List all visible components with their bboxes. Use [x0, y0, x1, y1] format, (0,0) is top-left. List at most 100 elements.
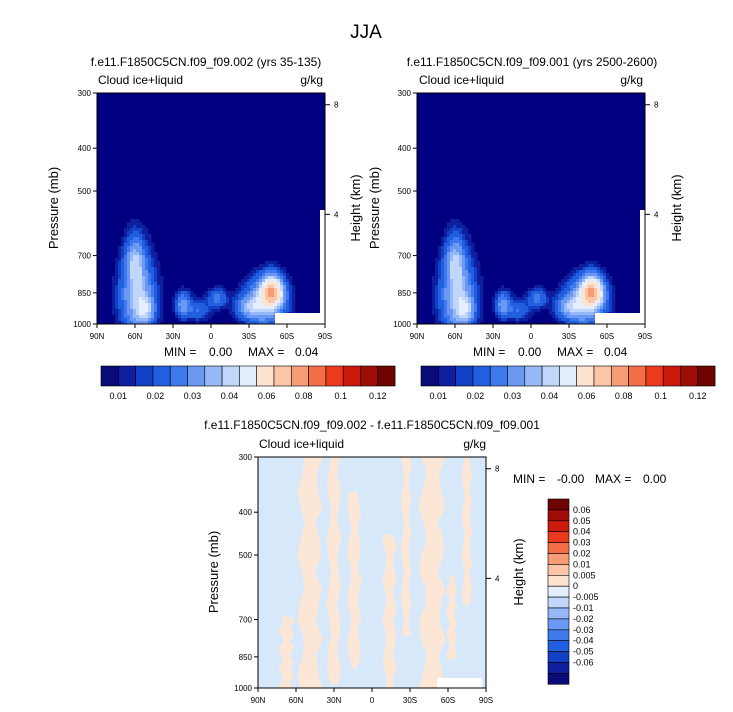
- panel-2-min-value: 0.00: [518, 345, 542, 359]
- contour-cell: [501, 285, 505, 289]
- contour-cell: [130, 303, 134, 307]
- contour-cell: [274, 261, 278, 265]
- contour-cell: [462, 282, 466, 286]
- contour-cell: [151, 249, 155, 253]
- contour-cell: [142, 267, 146, 271]
- contour-cell: [450, 228, 454, 232]
- contour-cell: [441, 294, 445, 298]
- panel-2-max-value: 0.04: [604, 345, 628, 359]
- x-tick-label: 30S: [562, 332, 576, 341]
- contour-cell: [268, 303, 272, 307]
- contour-cell: [519, 300, 523, 304]
- contour-cell: [121, 309, 125, 313]
- contour-cell: [504, 288, 508, 292]
- contour-cell: [136, 252, 140, 256]
- contour-cell: [435, 291, 439, 295]
- contour-cell: [564, 318, 568, 322]
- contour-cell: [456, 285, 460, 289]
- y-tick-label: 850: [239, 653, 253, 662]
- contour-cell: [531, 303, 535, 307]
- contour-cell: [148, 267, 152, 271]
- contour-cell: [435, 258, 439, 262]
- contour-cell: [133, 243, 137, 247]
- contour-cell: [136, 264, 140, 268]
- contour-cell: [600, 273, 604, 277]
- contour-cell: [214, 291, 218, 295]
- contour-cell: [453, 246, 457, 250]
- colorbar-swatch: [697, 365, 716, 387]
- contour-cell: [154, 312, 158, 316]
- contour-cell: [136, 243, 140, 247]
- contour-cell: [265, 273, 269, 277]
- contour-cell: [238, 291, 242, 295]
- contour-cell: [465, 273, 469, 277]
- contour-cell: [130, 309, 134, 313]
- contour-cell: [444, 264, 448, 268]
- contour-cell: [435, 273, 439, 277]
- contour-cell: [259, 273, 263, 277]
- contour-cell: [567, 282, 571, 286]
- contour-cell: [561, 297, 565, 301]
- contour-cell: [570, 318, 574, 322]
- contour-cell: [591, 267, 595, 271]
- contour-cell: [597, 303, 601, 307]
- contour-cell: [157, 312, 161, 316]
- contour-cell: [127, 246, 131, 250]
- panel-2-variable-label: Cloud ice+liquid: [419, 73, 504, 87]
- contour-cell: [256, 273, 260, 277]
- contour-cell: [576, 300, 580, 304]
- colorbar-tick-label: 0.02: [467, 391, 485, 401]
- contour-cell: [256, 321, 260, 325]
- contour-cell: [606, 273, 610, 277]
- contour-cell: [435, 264, 439, 268]
- contour-cell: [594, 294, 598, 298]
- contour-cell: [124, 309, 128, 313]
- contour-cell: [250, 312, 254, 316]
- colorbar-swatch: [610, 365, 629, 387]
- contour-cell: [585, 306, 589, 310]
- contour-cell: [447, 237, 451, 241]
- contour-cell: [214, 288, 218, 292]
- contour-cell: [115, 306, 119, 310]
- contour-cell: [217, 306, 221, 310]
- colorbar-tick-label: 0.08: [295, 391, 313, 401]
- contour-cell: [133, 267, 137, 271]
- contour-cell: [274, 276, 278, 280]
- colorbar-swatch: [547, 607, 570, 620]
- contour-cell: [271, 303, 275, 307]
- contour-cell: [235, 315, 239, 319]
- contour-cell: [133, 252, 137, 256]
- colorbar-tick-label: 0.005: [573, 570, 596, 580]
- contour-cell: [591, 261, 595, 265]
- contour-cell: [121, 318, 125, 322]
- contour-cell: [537, 285, 541, 289]
- contour-cell: [585, 312, 589, 316]
- contour-cell: [124, 300, 128, 304]
- contour-cell: [453, 267, 457, 271]
- y-tick-label: 400: [239, 508, 253, 517]
- contour-cell: [190, 297, 194, 301]
- contour-cell: [588, 273, 592, 277]
- contour-cell: [148, 318, 152, 322]
- contour-cell: [292, 291, 296, 295]
- contour-cell: [118, 321, 122, 325]
- contour-cell: [148, 291, 152, 295]
- contour-cell: [477, 306, 481, 310]
- contour-cell: [606, 291, 610, 295]
- contour-cell: [585, 315, 589, 319]
- contour-cell: [145, 300, 149, 304]
- contour-cell: [570, 297, 574, 301]
- contour-cell: [603, 273, 607, 277]
- contour-cell: [594, 270, 598, 274]
- contour-cell: [531, 300, 535, 304]
- contour-cell: [456, 234, 460, 238]
- contour-cell: [498, 303, 502, 307]
- contour-cell: [546, 291, 550, 295]
- contour-cell: [459, 252, 463, 256]
- contour-cell: [522, 303, 526, 307]
- contour-cell: [124, 297, 128, 301]
- contour-cell: [609, 294, 613, 298]
- contour-cell: [208, 294, 212, 298]
- contour-cell: [250, 279, 254, 283]
- contour-cell: [136, 237, 140, 241]
